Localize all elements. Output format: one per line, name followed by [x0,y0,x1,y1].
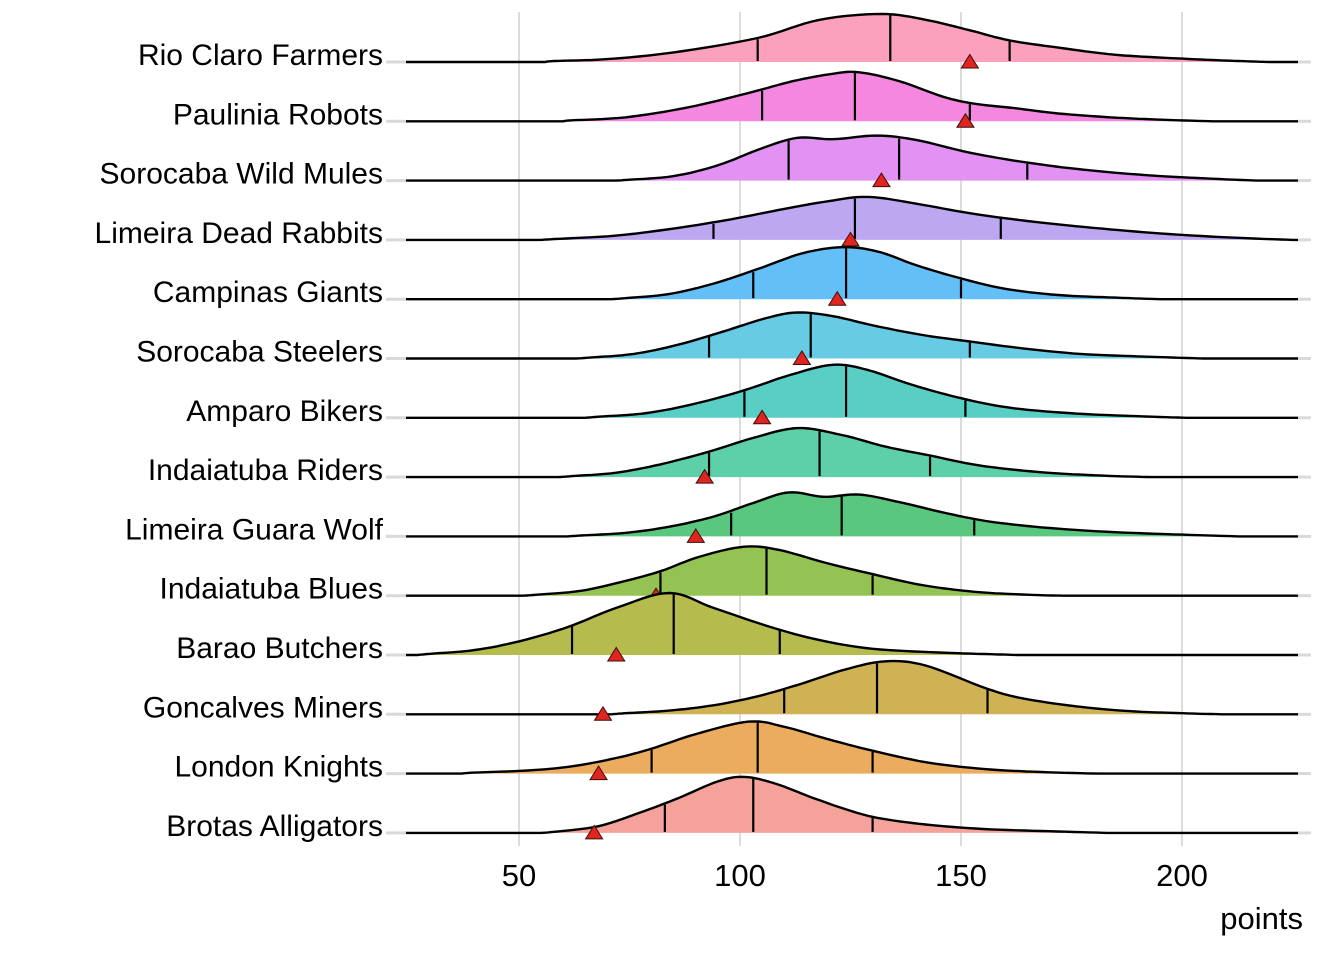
ridge-row-limeira-dead-rabbits: Limeira Dead Rabbits [95,195,1311,250]
x-tick-label-200: 200 [1156,858,1208,893]
density-curve [406,545,1298,597]
marker-triangle-icon [841,231,860,247]
team-label: Indaiatuba Riders [148,454,383,487]
density-curve [406,311,1298,360]
x-tick-label-150: 150 [935,858,987,893]
density-curve [406,195,1298,242]
x-tick-label-100: 100 [714,858,766,893]
ridge-row-sorocaba-wild-mules: Sorocaba Wild Mules [100,134,1311,191]
team-label: Rio Claro Farmers [138,39,383,72]
density-curve [406,363,1298,419]
team-label: Limeira Dead Rabbits [95,217,383,250]
marker-triangle-icon [872,172,891,188]
ridge-row-barao-butchers: Barao Butchers [176,591,1311,665]
density-curve [406,720,1298,775]
team-label: Sorocaba Wild Mules [100,158,383,191]
x-axis-tick-labels: 50 100 150 200 [502,858,1208,893]
marker-triangle-icon [827,290,847,306]
density-curve [406,426,1298,479]
team-label: Barao Butchers [176,632,383,665]
density-curve [406,775,1298,835]
ridge-row-sorocaba-steelers: Sorocaba Steelers [136,311,1311,369]
team-label: Brotas Alligators [166,810,383,843]
density-curve [406,659,1298,716]
ridge-row-campinas-giants: Campinas Giants [153,246,1311,309]
team-label: Sorocaba Steelers [136,336,383,369]
marker-triangle-icon [956,112,975,128]
marker-triangle-icon [584,824,604,840]
density-curve [406,246,1298,301]
marker-triangle-icon [686,527,706,543]
marker-triangle-icon [792,350,812,365]
density-curve [406,134,1298,182]
marker-triangle-icon [695,468,715,484]
ridge-row-limeira-guara-wolf: Limeira Guara Wolf [125,491,1311,546]
x-axis-title: points [1220,901,1303,936]
marker-triangle-icon [960,53,980,69]
marker-triangle-icon [589,765,608,781]
density-curve [406,70,1298,123]
team-label: London Knights [174,751,383,784]
team-label: Campinas Giants [153,276,383,309]
ridge-row-paulinia-robots: Paulinia Robots [173,70,1311,131]
team-label: Paulinia Robots [173,98,383,131]
ridge-row-brotas-alligators: Brotas Alligators [166,775,1311,843]
ridge-row-london-knights: London Knights [174,720,1311,784]
team-label: Indaiatuba Blues [159,573,383,606]
marker-triangle-icon [606,646,626,662]
density-curve [406,491,1298,538]
team-label: Goncalves Miners [143,691,383,724]
team-label: Limeira Guara Wolf [125,513,384,546]
density-curve [406,591,1298,657]
ridge-row-goncalves-miners: Goncalves Miners [143,659,1311,724]
team-label: Amparo Bikers [186,395,383,428]
ridge-row-amparo-bikers: Amparo Bikers [186,363,1311,428]
ridge-row-rio-claro-farmers: Rio Claro Farmers [138,12,1311,72]
ridge-row-indaiatuba-blues: Indaiatuba Blues [159,545,1311,606]
marker-triangle-icon [752,409,772,425]
x-tick-label-50: 50 [502,858,536,893]
density-curve [406,12,1298,64]
marker-triangle-icon [593,705,613,721]
ridge-row-indaiatuba-riders: Indaiatuba Riders [148,426,1311,487]
